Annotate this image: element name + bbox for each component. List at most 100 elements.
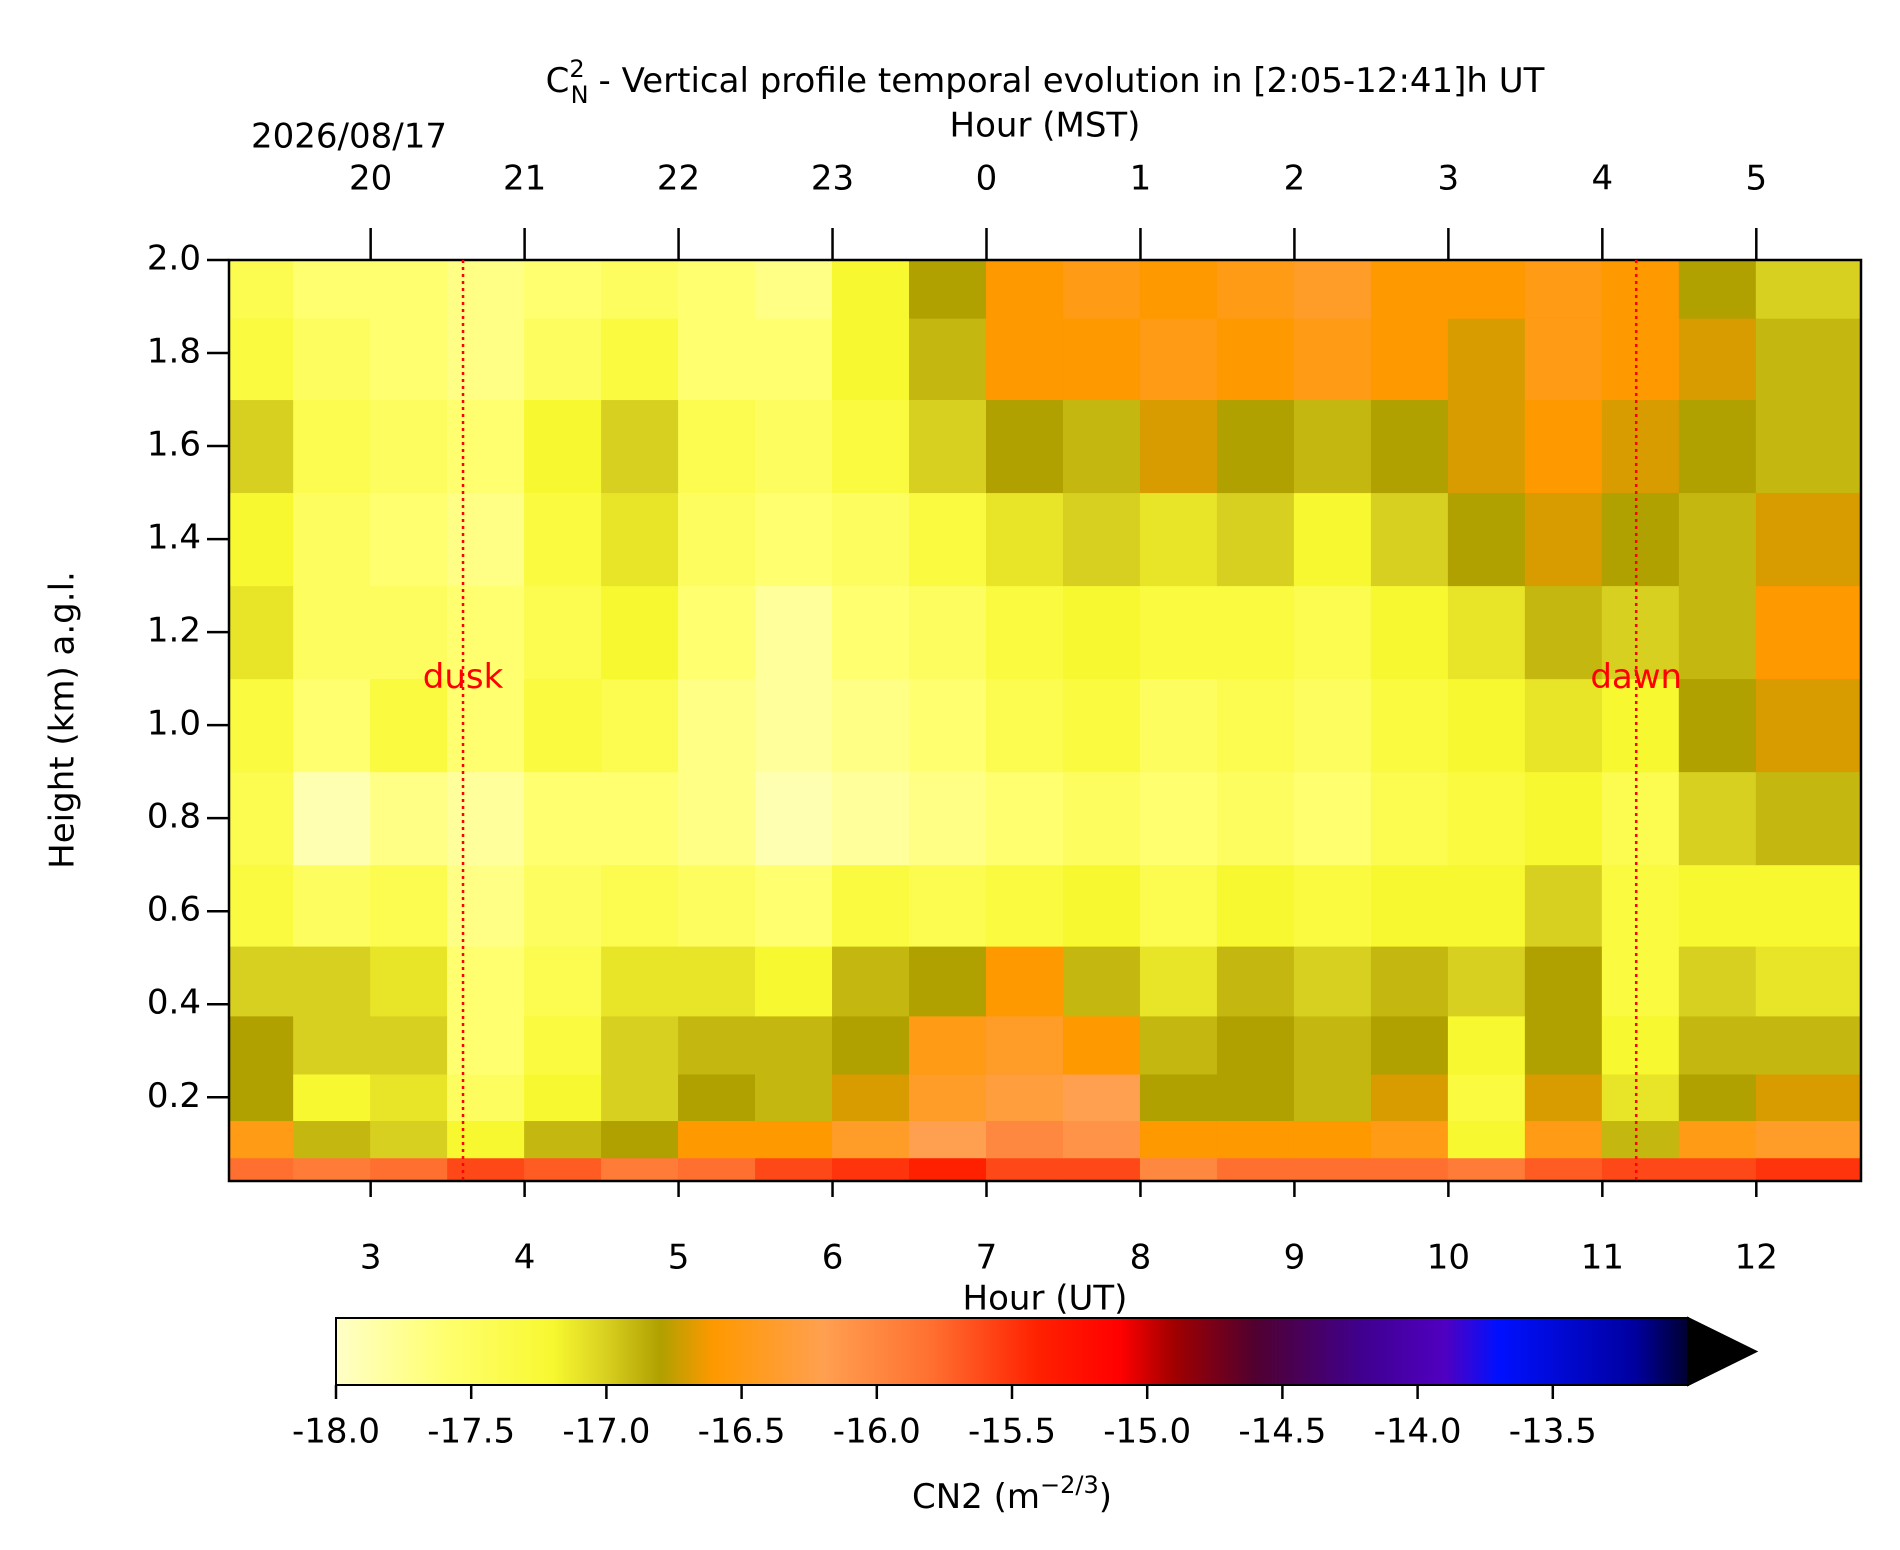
colorbar-tick-label: -14.0	[1374, 1412, 1462, 1452]
heatmap-cell	[1216, 399, 1295, 494]
heatmap-cell	[678, 492, 757, 587]
heatmap-cell	[1447, 1015, 1526, 1075]
heatmap-cell	[1678, 771, 1757, 866]
heatmap-cell	[228, 585, 295, 680]
heatmap-cell	[293, 771, 372, 866]
heatmap-cell	[370, 864, 449, 947]
heatmap-cell	[1524, 399, 1603, 494]
heatmap-cell	[985, 771, 1064, 866]
heatmap-cell	[1524, 317, 1603, 401]
heatmap-cell	[909, 317, 987, 401]
heatmap-cell	[1062, 259, 1141, 319]
heatmap-cell	[1216, 259, 1295, 319]
heatmap-cell	[524, 399, 603, 494]
heatmap-cell	[1139, 945, 1218, 1017]
colorbar-label-text: CN2 (m	[912, 1477, 1040, 1517]
heatmap-cell	[1139, 864, 1218, 947]
heatmap-cell	[1678, 317, 1757, 401]
title-symbol: C	[546, 61, 570, 101]
heatmap-cell	[1755, 1073, 1862, 1122]
heatmap-cell	[447, 864, 526, 947]
heatmap-cell	[985, 864, 1064, 947]
x2-tick-label: 2	[1284, 159, 1306, 199]
heatmap-cell	[678, 317, 757, 401]
heatmap-cell	[1755, 585, 1862, 680]
date-label: 2026/08/17	[251, 117, 447, 157]
heatmap-cell	[293, 1015, 372, 1075]
heatmap-cell	[1678, 399, 1757, 494]
heatmap-cell	[447, 399, 526, 494]
heatmap-cell	[601, 492, 680, 587]
heatmap-cell	[1678, 1120, 1757, 1159]
x-tick-label: 12	[1735, 1238, 1778, 1278]
heatmap-cell	[293, 317, 372, 401]
y-tick-label: 1.8	[147, 332, 201, 372]
heatmap-cell	[524, 864, 603, 947]
heatmap-cell	[755, 945, 834, 1017]
heatmap-cell	[1062, 317, 1141, 401]
x-tick-label: 4	[514, 1238, 536, 1278]
heatmap-cell	[832, 1073, 911, 1122]
heatmap-cell	[1601, 1157, 1680, 1182]
heatmap-cell	[1062, 1157, 1141, 1182]
heatmap-cell	[985, 1073, 1064, 1122]
heatmap-cell	[1601, 771, 1680, 866]
heatmap-cell	[1370, 678, 1449, 773]
heatmap-cell	[601, 771, 680, 866]
heatmap-cell	[1370, 317, 1449, 401]
y-tick-label: 0.6	[147, 890, 201, 930]
heatmap-cell	[293, 864, 372, 947]
heatmap-cell	[447, 259, 526, 319]
heatmap-cell	[601, 585, 680, 680]
colorbar-tick-label: -13.5	[1509, 1412, 1597, 1452]
heatmap-cell	[909, 1015, 987, 1075]
heatmap-cell	[1216, 492, 1295, 587]
colorbar-tick-label: -16.0	[833, 1412, 921, 1452]
heatmap-cell	[1601, 317, 1680, 401]
y-tick-label: 0.4	[147, 983, 201, 1023]
heatmap-cell	[1601, 678, 1680, 773]
heatmap-cell	[909, 492, 987, 587]
heatmap	[228, 259, 1862, 1182]
heatmap-cell	[1524, 585, 1603, 680]
colorbar-tick-label: -15.5	[968, 1412, 1056, 1452]
heatmap-cell	[293, 259, 372, 319]
heatmap-cell	[1678, 1073, 1757, 1122]
heatmap-cell	[1524, 259, 1603, 319]
heatmap-cell	[1293, 1120, 1372, 1159]
heatmap-cell	[1293, 585, 1372, 680]
heatmap-cell	[1601, 945, 1680, 1017]
heatmap-cell	[1216, 1073, 1295, 1122]
heatmap-cell	[985, 1015, 1064, 1075]
heatmap-cell	[1601, 585, 1680, 680]
heatmap-cell	[1062, 585, 1141, 680]
heatmap-cell	[1293, 492, 1372, 587]
heatmap-cell	[370, 317, 449, 401]
heatmap-cell	[447, 678, 526, 773]
heatmap-cell	[1447, 864, 1526, 947]
heatmap-cell	[832, 399, 911, 494]
y-tick-label: 2.0	[147, 239, 201, 279]
heatmap-cell	[909, 399, 987, 494]
heatmap-cell	[228, 1120, 295, 1159]
heatmap-cell	[601, 678, 680, 773]
heatmap-cell	[832, 492, 911, 587]
heatmap-cell	[909, 678, 987, 773]
heatmap-cell	[1678, 492, 1757, 587]
x2-axis-label: Hour (MST)	[950, 106, 1141, 146]
heatmap-cell	[1139, 1015, 1218, 1075]
heatmap-cell	[1293, 1157, 1372, 1182]
heatmap-cell	[755, 492, 834, 587]
heatmap-cell	[985, 399, 1064, 494]
heatmap-cell	[1139, 771, 1218, 866]
y-axis-label: Height (km) a.g.l.	[43, 571, 83, 869]
heatmap-cell	[985, 1157, 1064, 1182]
heatmap-cell	[524, 317, 603, 401]
heatmap-cell	[678, 585, 757, 680]
heatmap-cell	[1755, 259, 1862, 319]
heatmap-cell	[832, 585, 911, 680]
heatmap-cell	[1139, 399, 1218, 494]
x2-tick-label: 3	[1438, 159, 1460, 199]
colorbar-tick-label: -17.0	[562, 1412, 650, 1452]
